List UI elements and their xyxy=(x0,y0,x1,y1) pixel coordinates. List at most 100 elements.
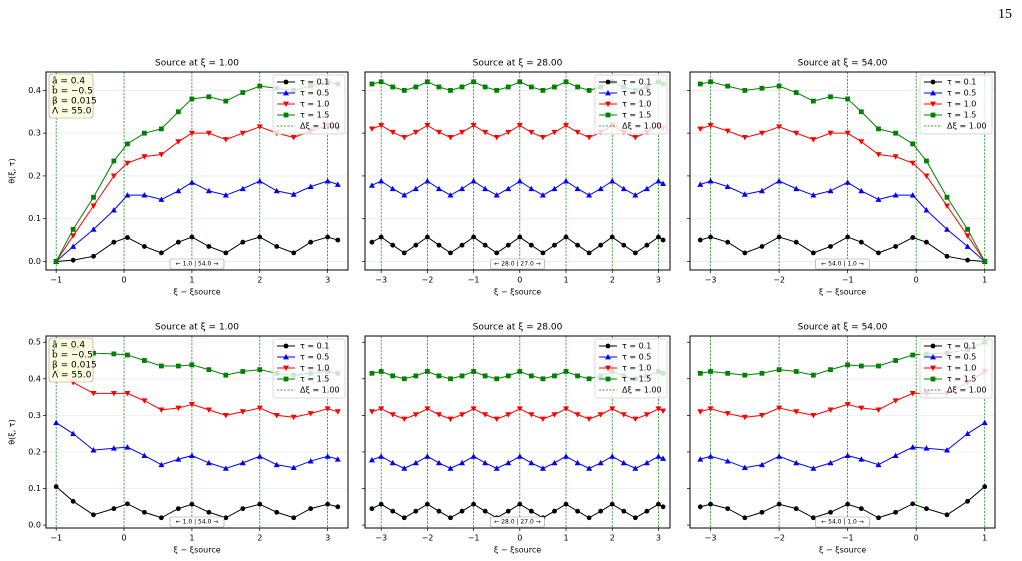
marker xyxy=(708,79,713,85)
marker xyxy=(53,259,59,264)
x-axis-label: ξ − ξsource xyxy=(494,546,541,555)
marker xyxy=(389,459,396,466)
marker xyxy=(291,250,297,256)
marker xyxy=(944,194,950,200)
marker xyxy=(875,152,882,158)
marker xyxy=(965,257,970,263)
marker xyxy=(759,509,765,515)
marker xyxy=(494,376,500,382)
marker xyxy=(858,109,864,115)
parameter: Λ = 55.0 xyxy=(52,371,92,381)
marker xyxy=(741,135,748,141)
marker xyxy=(482,412,489,418)
marker xyxy=(528,185,535,192)
parameter: ã = 0.4 xyxy=(52,77,85,87)
marker xyxy=(447,192,454,198)
axes-frame xyxy=(364,335,671,529)
marker xyxy=(412,129,419,136)
legend-label: τ = 1.5 xyxy=(947,375,976,384)
marker xyxy=(516,178,523,184)
marker xyxy=(401,192,408,198)
marker xyxy=(944,447,951,453)
marker xyxy=(540,250,546,256)
series-line xyxy=(55,124,338,262)
y-tick-label: 0.0 xyxy=(28,257,41,266)
legend-label: τ = 0.1 xyxy=(300,342,329,351)
marker xyxy=(605,79,611,85)
marker xyxy=(621,242,627,248)
marker xyxy=(858,139,865,145)
marker xyxy=(656,501,661,507)
marker xyxy=(828,367,833,373)
marker xyxy=(223,98,229,104)
marker xyxy=(609,453,616,459)
marker xyxy=(528,508,534,514)
legend-label: τ = 0.5 xyxy=(300,89,329,98)
x-tick-label: 0 xyxy=(517,534,522,543)
parameter: ã = 0.4 xyxy=(52,341,85,351)
marker xyxy=(459,373,465,379)
x-tick-label: 3 xyxy=(325,534,330,543)
marker xyxy=(222,412,229,419)
legend-label: τ = 0.1 xyxy=(622,78,651,87)
marker xyxy=(516,406,523,412)
marker xyxy=(378,406,385,412)
marker xyxy=(632,416,639,423)
marker xyxy=(876,250,881,256)
marker xyxy=(424,123,431,129)
marker xyxy=(334,456,341,462)
marker xyxy=(175,506,181,512)
marker xyxy=(776,453,783,459)
marker xyxy=(239,185,246,192)
marker xyxy=(609,406,616,412)
marker xyxy=(390,508,396,514)
marker xyxy=(660,504,666,510)
marker xyxy=(378,178,385,184)
marker xyxy=(776,405,783,412)
marker xyxy=(257,83,263,89)
marker xyxy=(70,226,76,232)
marker xyxy=(283,90,289,96)
marker xyxy=(141,154,148,160)
marker xyxy=(436,84,442,90)
marker xyxy=(369,370,375,376)
x-tick-label: −2 xyxy=(773,534,785,543)
marker xyxy=(424,406,431,412)
marker xyxy=(563,79,569,85)
legend-box xyxy=(919,338,993,399)
marker xyxy=(893,244,899,249)
series-line xyxy=(55,486,338,519)
marker xyxy=(283,354,289,360)
marker xyxy=(517,234,523,240)
marker xyxy=(858,239,864,245)
x-tick-label: 0 xyxy=(121,534,126,543)
subplot-title: Source at ξ = 54.00 xyxy=(798,323,888,333)
marker xyxy=(944,512,950,518)
x-axis-label: ξ − ξsource xyxy=(173,546,220,555)
marker xyxy=(471,79,476,85)
marker xyxy=(810,515,816,521)
legend-label: τ = 1.5 xyxy=(300,375,329,384)
marker xyxy=(142,130,147,136)
marker xyxy=(424,178,431,184)
marker xyxy=(551,459,558,466)
marker xyxy=(470,453,477,459)
marker xyxy=(759,244,765,249)
marker xyxy=(575,373,580,379)
y-tick-label: 0.2 xyxy=(28,171,41,180)
marker xyxy=(540,87,546,93)
marker xyxy=(459,459,466,466)
marker xyxy=(124,444,131,450)
marker xyxy=(707,453,714,459)
marker xyxy=(793,130,800,137)
marker xyxy=(401,87,407,93)
marker xyxy=(741,464,748,471)
legend-label: τ = 0.5 xyxy=(947,353,976,362)
marker xyxy=(586,250,592,256)
marker xyxy=(70,257,76,263)
marker xyxy=(655,406,662,412)
marker xyxy=(482,84,488,90)
marker xyxy=(909,444,916,450)
x-tick-label: −1 xyxy=(50,276,62,285)
marker xyxy=(793,506,799,512)
